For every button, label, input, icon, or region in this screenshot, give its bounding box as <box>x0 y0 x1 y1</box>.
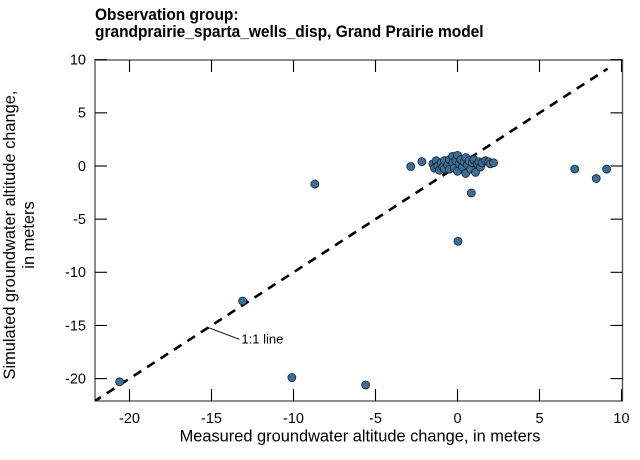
svg-text:-20: -20 <box>119 411 140 427</box>
svg-text:-5: -5 <box>369 411 382 427</box>
svg-text:-10: -10 <box>283 411 304 427</box>
svg-text:-15: -15 <box>65 318 86 334</box>
svg-text:10: 10 <box>613 411 629 427</box>
svg-text:-5: -5 <box>73 212 86 228</box>
svg-text:1:1 line: 1:1 line <box>241 331 283 346</box>
svg-text:-20: -20 <box>65 371 86 387</box>
svg-text:5: 5 <box>535 411 543 427</box>
svg-text:0: 0 <box>78 159 86 175</box>
svg-text:-15: -15 <box>201 411 222 427</box>
svg-text:0: 0 <box>453 411 461 427</box>
svg-text:10: 10 <box>70 53 86 69</box>
svg-text:5: 5 <box>78 106 86 122</box>
svg-text:-10: -10 <box>65 265 86 281</box>
